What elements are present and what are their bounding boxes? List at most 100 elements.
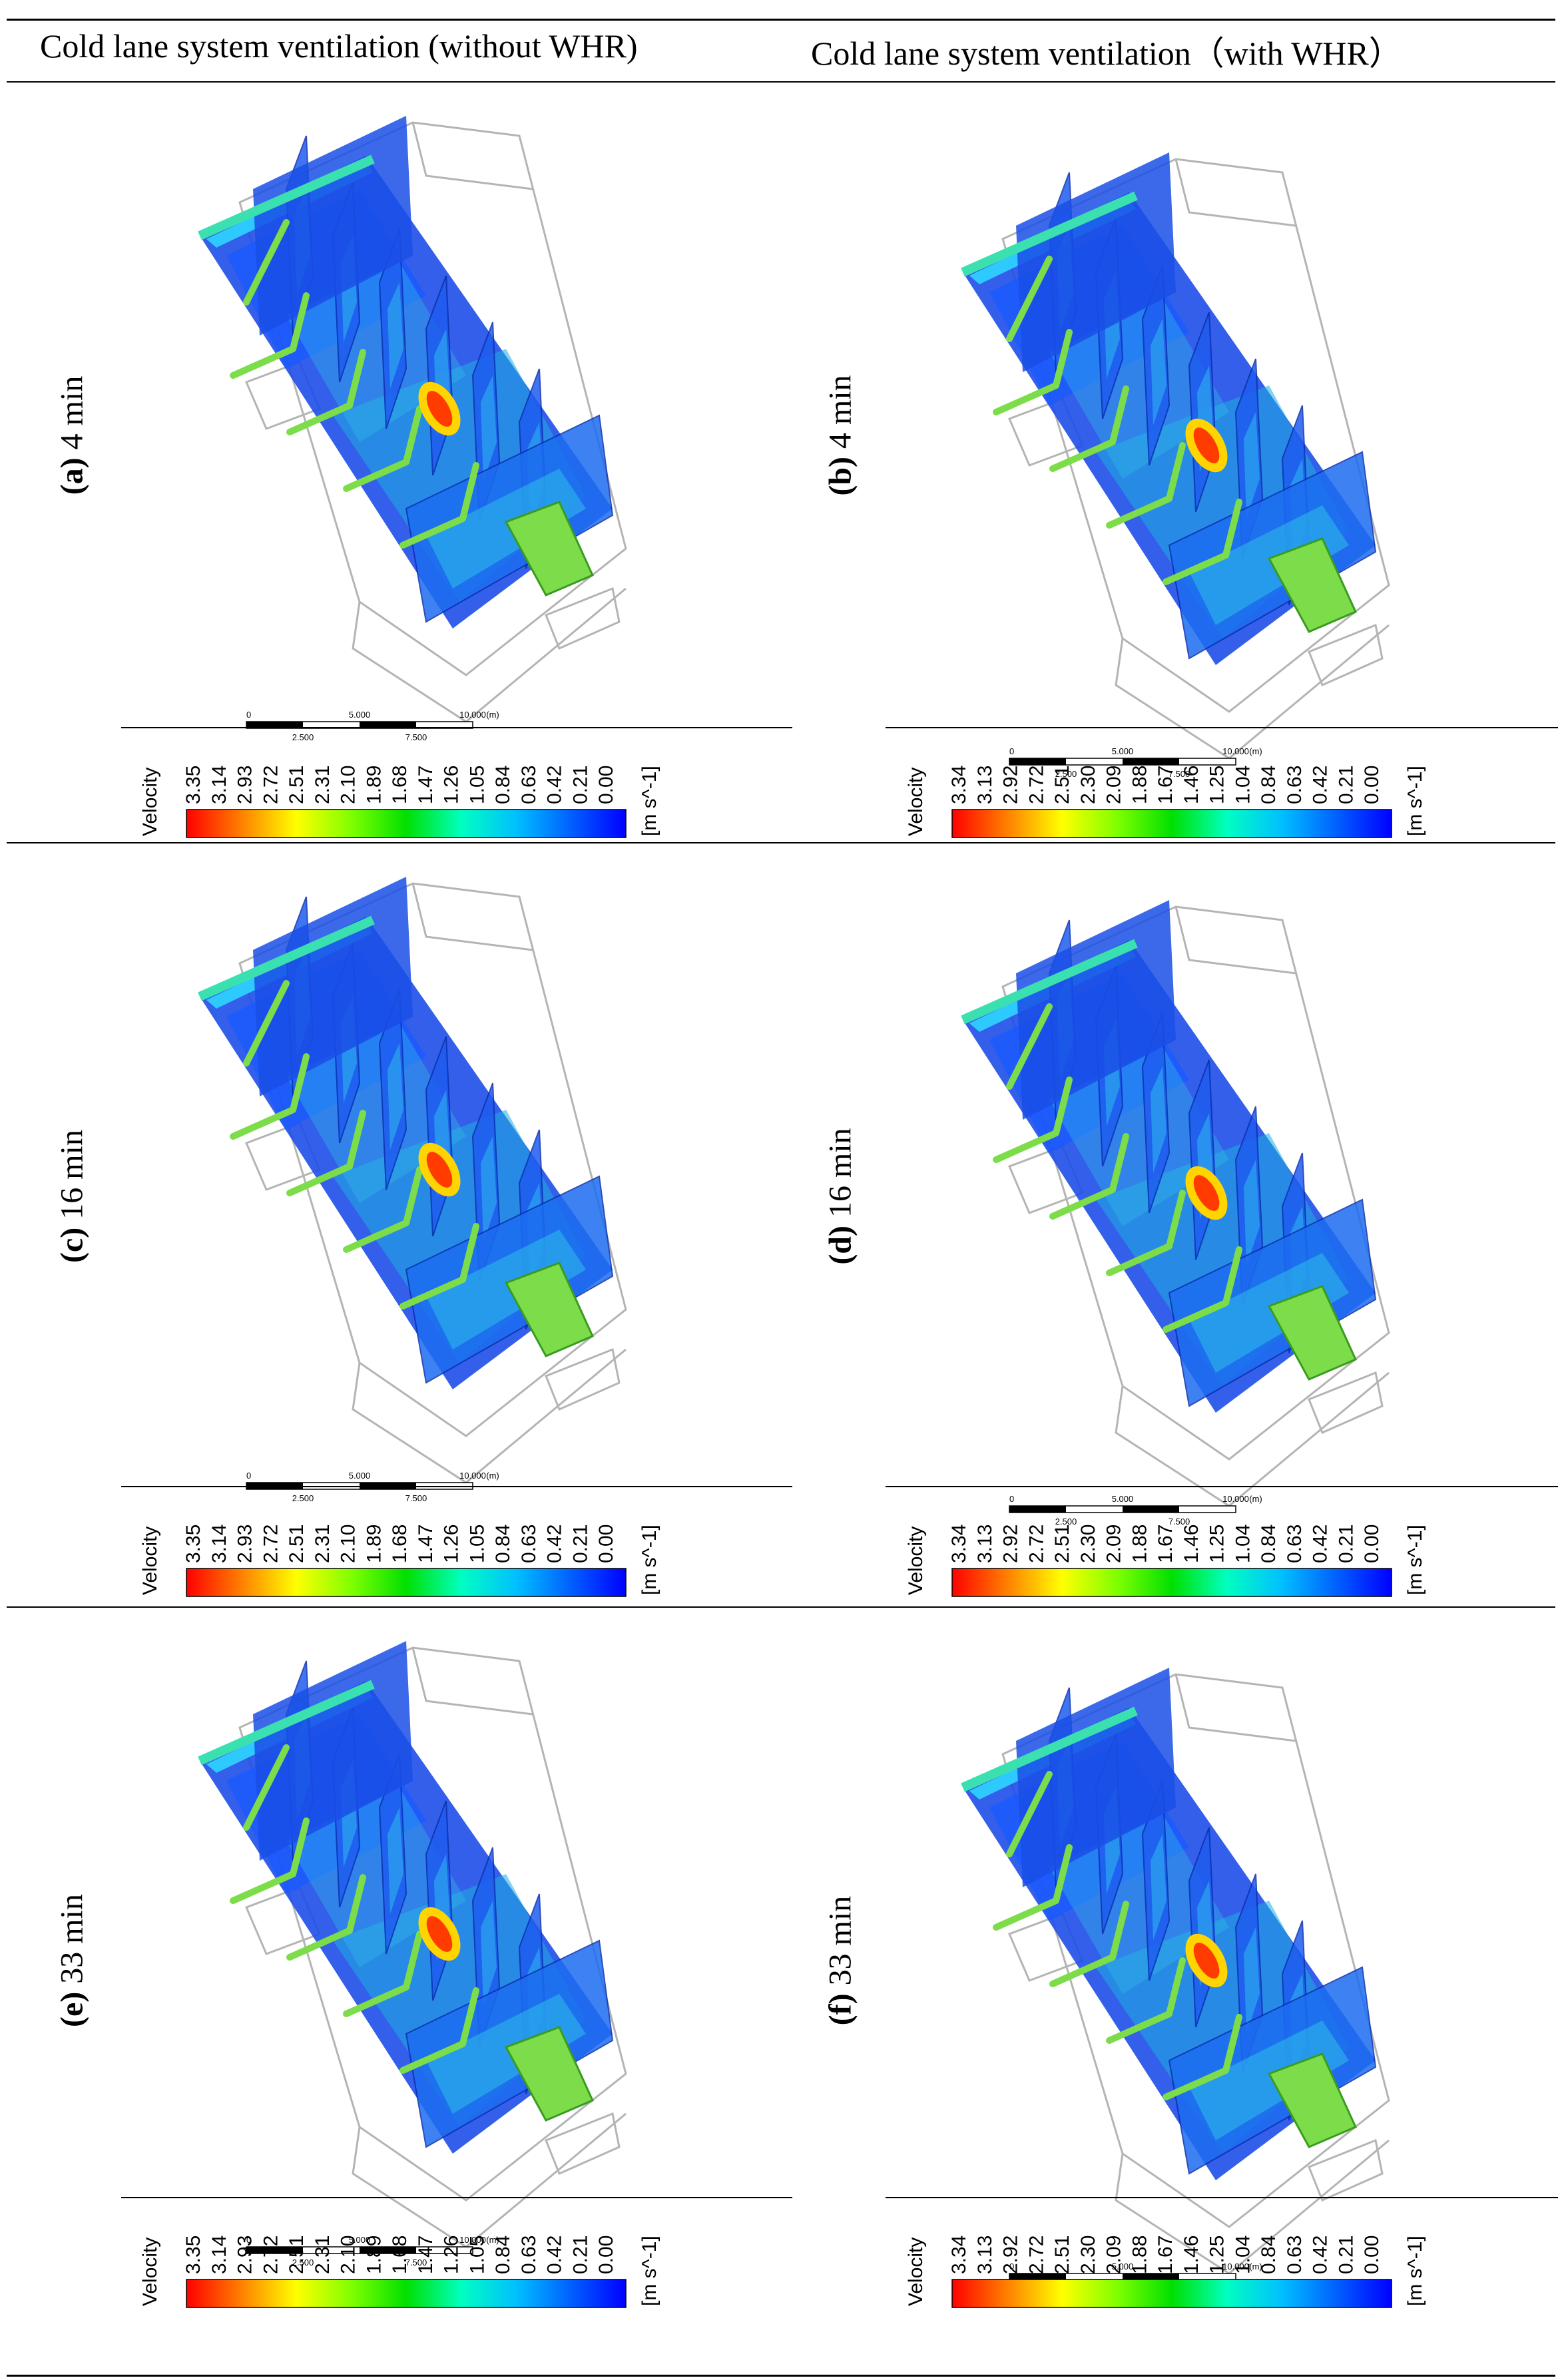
colorbar-tick-label: 2.10	[338, 1525, 360, 1563]
colorbar-title: Velocity	[139, 1527, 161, 1595]
colorbar-tick-label: 2.72	[1025, 766, 1047, 804]
velocity-slice-planes	[253, 877, 614, 1384]
colorbar-tick-label: 1.46	[1180, 1525, 1202, 1563]
colorbar-title: Velocity	[139, 2238, 161, 2306]
colorbar-tick-label: 2.72	[1025, 1525, 1047, 1563]
scale-tick-label: 0	[246, 710, 251, 720]
colorbar-tick-label: 1.88	[1129, 2236, 1151, 2274]
supply-ducts	[961, 939, 1357, 1381]
panel-time: 4 min	[54, 375, 90, 458]
colorbar-tick-label: 0.21	[569, 1525, 591, 1563]
colorbar-tick-label: 0.84	[492, 766, 514, 804]
colorbar-tick-label: 2.92	[1000, 1525, 1022, 1563]
colorbar-tick-label: 0.63	[518, 766, 540, 804]
colorbar-tick-label: 1.05	[466, 766, 488, 804]
colorbar-tick-label: 0.00	[1361, 2236, 1383, 2274]
colorbar-tick-label: 3.34	[948, 1525, 970, 1563]
scale-bar: 0 5.000 10.000(m) 2.500 7.500	[246, 710, 499, 742]
colorbar-panel-a: Velocity 3.35 3.14 2.93 2.72 2.51 2.31 2.10 1.89…	[123, 730, 696, 843]
colorbar-tick-label: 2.51	[286, 2236, 308, 2274]
colorbar-tick-label: 1.68	[389, 766, 411, 804]
colorbar-tick-label: 1.89	[363, 766, 385, 804]
colorbar-tick-label: 1.88	[1129, 766, 1151, 804]
colorbar-tick-label: 0.84	[492, 2236, 514, 2274]
colorbar-unit: [m s^-1]	[639, 766, 660, 836]
scale-bar: 0 5.000 10.000(m) 2.500 7.500	[1009, 1494, 1262, 1527]
scale-tick-label: 10.000	[459, 710, 486, 720]
cfd-velocity-render-d: 0 5.000 10.000 (m) 2.500 7.500	[949, 880, 1455, 1543]
colorbar-tick-label: 2.92	[1000, 766, 1022, 804]
colorbar-tick-label: 1.26	[441, 1525, 463, 1563]
velocity-hotspot	[1185, 1933, 1228, 1988]
panel-time: 16 min	[822, 1128, 858, 1226]
scale-tick-label: 0	[246, 2235, 251, 2245]
colorbar-tick-label: 1.67	[1155, 1525, 1176, 1563]
scale-tick-label: 2.500	[292, 2258, 314, 2267]
colorbar-tick-label: 0.63	[518, 1525, 540, 1563]
colorbar-unit: [m s^-1]	[1404, 766, 1426, 836]
colorbar-title: Velocity	[905, 2238, 927, 2306]
velocity-slice-planes	[1016, 152, 1377, 660]
colorbar-tick-label: 3.13	[974, 2236, 996, 2274]
colorbar-tick-label: 2.72	[260, 1525, 282, 1563]
panel-letter: (c)	[54, 1227, 90, 1263]
colorbar-tick-label: 0.42	[544, 2236, 566, 2274]
scale-tick-label: (m)	[1249, 1494, 1262, 1504]
colorbar-tick-label: 2.51	[286, 766, 308, 804]
colorbar-unit: [m s^-1]	[1404, 1525, 1426, 1595]
scale-tick-label: 7.500	[1169, 769, 1190, 779]
velocity-hotspot	[418, 381, 461, 436]
colorbar-separator	[121, 2197, 792, 2198]
scale-tick-label: 0	[1009, 746, 1014, 756]
colorbar-tick-label: 1.46	[1180, 2236, 1202, 2274]
colorbar-tick-label: 1.68	[389, 2236, 411, 2274]
building-wireframe	[238, 121, 627, 723]
cfd-velocity-render-e: 0 5.000 10.000 (m) 2.500 7.500	[186, 1621, 692, 2283]
colorbar-tick-label: 2.30	[1077, 766, 1099, 804]
colorbar-tick-label: 0.21	[1335, 2236, 1357, 2274]
colorbar-tick-label: 0.00	[595, 2236, 617, 2274]
table-bottom-rule	[7, 2375, 1555, 2377]
colorbar-tick-label: 0.42	[1310, 766, 1332, 804]
colorbar-tick-label: 1.67	[1155, 2236, 1176, 2274]
colorbar-tick-label: 2.31	[312, 766, 334, 804]
colorbar-tick-label: 2.51	[286, 1525, 308, 1563]
colorbar-tick-label: 0.42	[544, 1525, 566, 1563]
velocity-colorbar: Velocity 3.35 3.14 2.93 2.72 2.51 2.31 2.10 1.89…	[139, 1525, 660, 1597]
scale-tick-label: 7.500	[405, 1493, 427, 1503]
scale-tick-label: 7.500	[405, 732, 427, 742]
colorbar-tick-label: 0.21	[569, 766, 591, 804]
colorbar-tick-label: 2.72	[1025, 2236, 1047, 2274]
colorbar-tick-label: 3.14	[208, 2236, 230, 2274]
scale-tick-label: 5.000	[1112, 1494, 1134, 1504]
colorbar-tick-label: 3.14	[208, 1525, 230, 1563]
colorbar-tick-label: 0.84	[1258, 2236, 1280, 2274]
colorbar-tick-label: 1.46	[1180, 766, 1202, 804]
column-header-with-whr: Cold lane system ventilation（with WHR）	[811, 35, 1402, 72]
colorbar-tick-label: 1.04	[1232, 2236, 1254, 2274]
colorbar-tick-label: 2.09	[1103, 1525, 1125, 1563]
building-wireframe	[238, 1646, 627, 2248]
scale-tick-label: 0	[1009, 2261, 1014, 2271]
colorbar-tick-label: 0.63	[1284, 766, 1306, 804]
colorbar-tick-label: 2.72	[260, 766, 282, 804]
panel-time: 4 min	[822, 375, 858, 457]
colorbar-tick-label: 3.14	[208, 766, 230, 804]
colorbar-separator	[121, 1486, 792, 1487]
colorbar-tick-label: 2.92	[1000, 2236, 1022, 2274]
colorbar-tick-label: 1.67	[1155, 766, 1176, 804]
scale-bar: 0 5.000 10.000(m) 2.500 7.500	[246, 2235, 499, 2267]
supply-ducts	[961, 1706, 1357, 2148]
colorbar-tick-label: 2.10	[338, 2236, 360, 2274]
scale-tick-label: 5.000	[1112, 2261, 1134, 2271]
colorbar-tick-label: 1.26	[441, 766, 463, 804]
colorbar-tick-label: 0.42	[1310, 2236, 1332, 2274]
colorbar-tick-label: 1.47	[415, 1525, 437, 1563]
panel-time: 16 min	[54, 1130, 90, 1228]
supply-ducts	[198, 1680, 594, 2122]
scale-tick-label: 5.000	[1112, 746, 1134, 756]
colorbar-tick-label: 1.26	[441, 2236, 463, 2274]
colorbar-tick-label: 0.84	[1258, 1525, 1280, 1563]
scale-tick-label: 7.500	[405, 2258, 427, 2267]
panel-letter: (b)	[822, 457, 858, 496]
